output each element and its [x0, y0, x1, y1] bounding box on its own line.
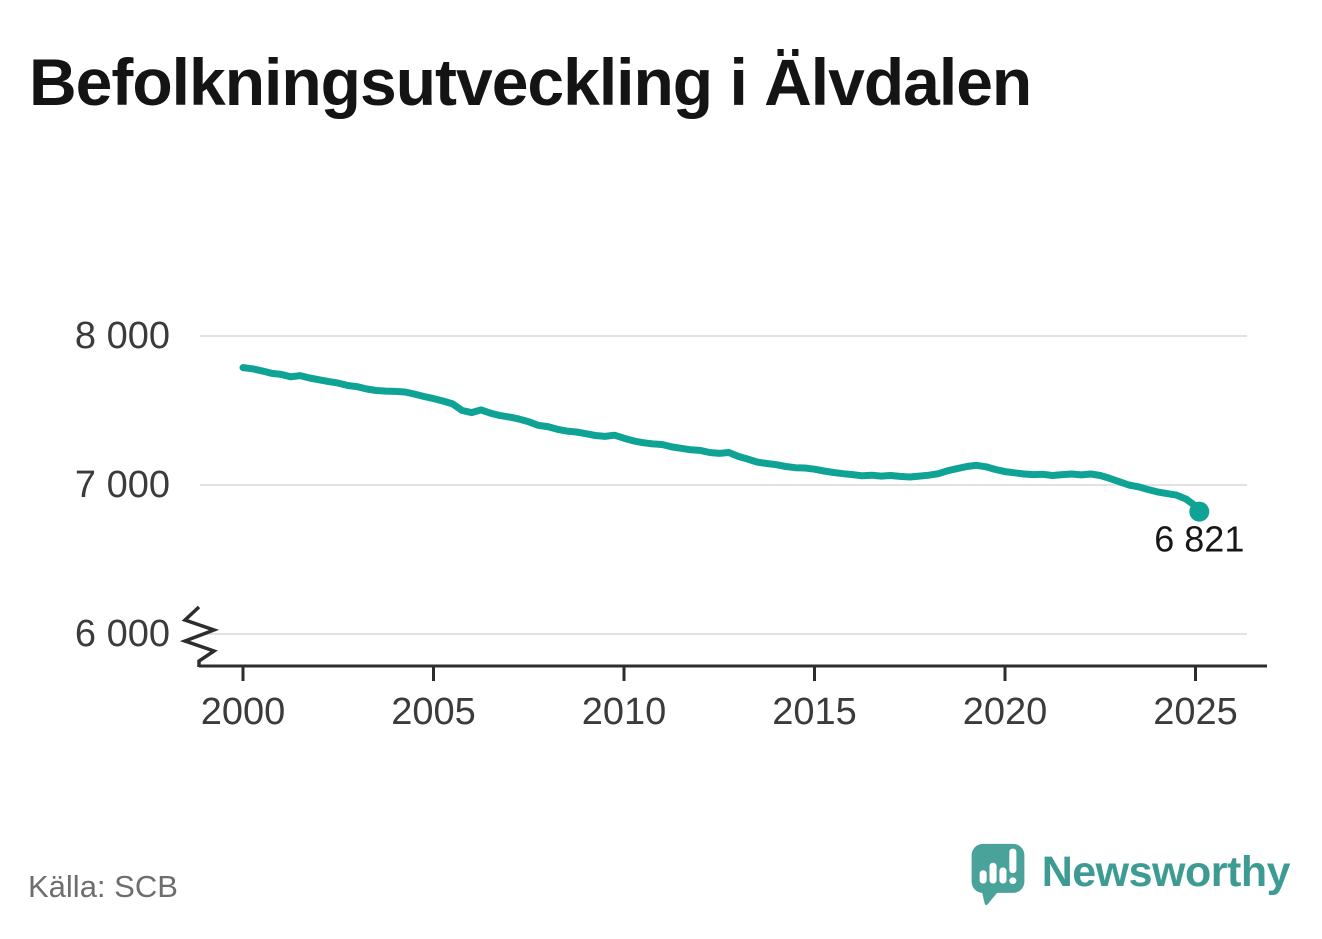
newsworthy-speech-bubble-chart-icon — [971, 843, 1025, 906]
y-tick-label: 6 000 — [75, 613, 170, 655]
bar-1 — [979, 870, 987, 884]
x-tick-label: 2005 — [391, 691, 476, 733]
population-line — [239, 364, 1203, 516]
x-tick-label: 2010 — [582, 691, 667, 733]
x-tick-label: 2020 — [963, 691, 1048, 733]
bar-2 — [989, 862, 997, 884]
exclamation-bar — [1009, 848, 1017, 874]
x-tick-label: 2025 — [1153, 691, 1238, 733]
exclamation-dot — [1009, 877, 1017, 884]
x-tick-label: 2015 — [772, 691, 857, 733]
bar-3 — [999, 867, 1007, 884]
speech-bubble-shape — [971, 843, 1025, 906]
y-tick-label: 7 000 — [75, 464, 170, 506]
y-tick-label: 8 000 — [75, 315, 170, 357]
series-end-dot — [1189, 501, 1210, 522]
x-tick-label: 2000 — [201, 691, 286, 733]
end-value-label: 6 821 — [1154, 519, 1244, 560]
axis-break-icon — [179, 605, 220, 667]
newsworthy-wordmark: Newsworthy — [1041, 847, 1291, 896]
newsworthy-brand: Newsworthy — [969, 842, 1291, 908]
page-title: Befolkningsutveckling i Älvdalen — [29, 45, 1032, 119]
source-note: Källa: SCB — [28, 869, 178, 904]
